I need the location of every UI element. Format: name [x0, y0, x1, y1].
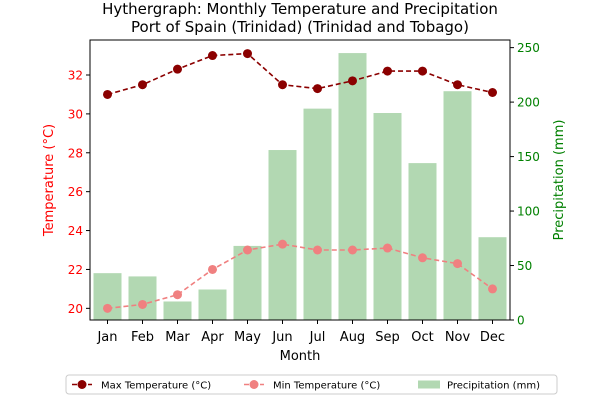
y-left-tick-label: 32: [68, 69, 83, 83]
max-temperature-point-may: [243, 49, 252, 59]
min-temperature-point-mar: [173, 290, 182, 300]
x-tick-label-sep: Sep: [375, 330, 400, 345]
min-temperature-point-jan: [103, 303, 112, 313]
legend-label-0: Max Temperature (°C): [101, 381, 211, 392]
x-tick-label-feb: Feb: [131, 330, 154, 345]
min-temperature-point-may: [243, 245, 252, 255]
max-temperature-point-jul: [313, 84, 322, 94]
max-temperature-point-oct: [418, 66, 427, 76]
legend-frame: [65, 374, 558, 395]
x-tick-label-mar: Mar: [165, 330, 190, 345]
min-temperature-point-apr: [208, 264, 217, 274]
x-axis-label: Month: [280, 349, 321, 364]
legend-label-1: Min Temperature (°C): [273, 381, 380, 392]
max-temperature-point-apr: [208, 51, 217, 61]
x-tick-label-dec: Dec: [480, 330, 505, 345]
y-left-tick-label: 30: [68, 107, 83, 121]
precipitation-bar-aug: [338, 53, 367, 321]
max-temperature-point-mar: [173, 64, 182, 74]
chart-axes: 20 22 24 26 28 30 32 0 50 100 150 200 250 Jan Feb Mar Ap…: [68, 39, 540, 345]
y-left-tick-label: 20: [68, 302, 83, 316]
x-tick-label-oct: Oct: [411, 330, 433, 345]
legend-swatch-marker-0: [77, 380, 87, 389]
precipitation-bar-mar: [163, 301, 192, 320]
y-right-tick-label: 100: [517, 205, 540, 219]
x-tick-label-nov: Nov: [445, 330, 471, 345]
max-temperature-point-jun: [278, 80, 287, 90]
min-temperature-point-jul: [313, 245, 322, 255]
max-temperature-line: [107, 52, 493, 96]
precipitation-bar-jan: [93, 273, 122, 320]
precipitation-bars: [93, 53, 507, 321]
max-temperature-point-nov: [453, 80, 462, 90]
precipitation-bar-sep: [373, 112, 402, 320]
y-right-tick-label: 150: [517, 150, 540, 164]
x-tick-label-apr: Apr: [201, 330, 224, 345]
y-right-tick-label: 200: [517, 96, 540, 110]
legend-label-2: Precipitation (mm): [447, 381, 540, 392]
precipitation-bar-dec: [478, 237, 507, 320]
precipitation-bar-may: [233, 245, 262, 320]
min-temperature-point-sep: [383, 243, 392, 253]
y-left-tick-label: 28: [68, 146, 83, 160]
min-temperature-point-nov: [453, 259, 462, 269]
min-temperature-point-dec: [488, 284, 497, 294]
max-temperature-point-sep: [383, 66, 392, 76]
y-right-tick-label: 0: [517, 314, 525, 328]
y-left-tick-label: 26: [68, 185, 83, 199]
precipitation-bar-nov: [443, 91, 472, 320]
chart-legend: Max Temperature (°C) Min Temperature (°C)…: [65, 374, 558, 395]
chart-title-line-1: Hythergraph: Monthly Temperature and Pre…: [102, 0, 498, 18]
legend-swatch-marker-1: [249, 380, 259, 389]
x-tick-label-jun: Jun: [271, 330, 292, 345]
max-temperature-point-jan: [103, 89, 112, 99]
y-left-tick-label: 22: [68, 263, 83, 277]
x-tick-label-may: May: [234, 330, 261, 345]
precipitation-bar-apr: [198, 289, 227, 320]
min-temperature-point-jun: [278, 239, 287, 249]
min-temperature-point-aug: [348, 245, 357, 255]
legend-swatch-bar-2: [418, 380, 440, 389]
temperature-lines: [103, 49, 497, 313]
y-axis-left-label: Temperature (°C): [42, 124, 57, 237]
precipitation-bar-jun: [268, 150, 297, 320]
precipitation-bar-feb: [128, 276, 157, 320]
precipitation-bar-oct: [408, 163, 437, 320]
x-tick-label-jan: Jan: [96, 330, 117, 345]
min-temperature-line: [107, 243, 493, 310]
precipitation-bar-jul: [303, 108, 332, 321]
x-tick-label-aug: Aug: [340, 330, 365, 345]
y-right-tick-label: 250: [517, 41, 540, 55]
max-temperature-point-dec: [488, 88, 497, 97]
chart-title-line-2: Port of Spain (Trinidad) (Trinidad and T…: [131, 18, 469, 36]
y-axis-right-label: Precipitation (mm): [552, 120, 567, 241]
min-temperature-point-feb: [138, 299, 147, 309]
x-tick-label-jul: Jul: [309, 330, 326, 345]
y-left-tick-label: 24: [68, 224, 83, 238]
max-temperature-point-feb: [138, 80, 147, 90]
plot-frame: [89, 39, 511, 321]
y-right-tick-label: 50: [517, 259, 532, 273]
max-temperature-point-aug: [348, 76, 357, 86]
min-temperature-point-oct: [418, 253, 427, 263]
